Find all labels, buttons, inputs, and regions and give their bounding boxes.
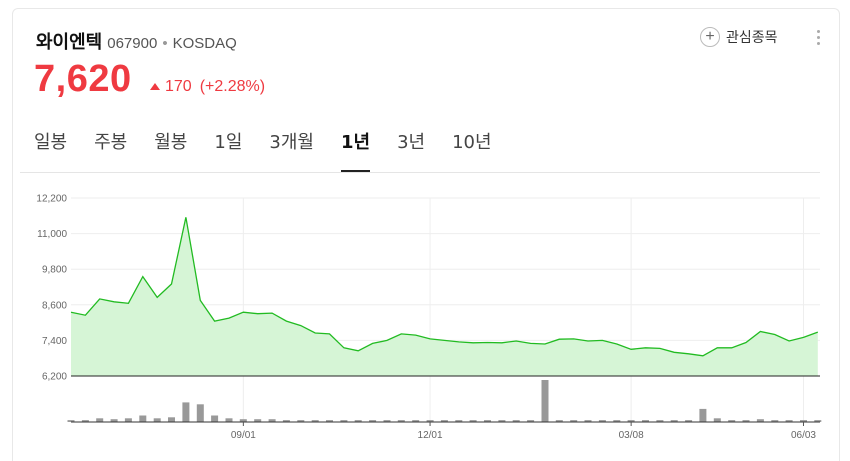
price-area [71, 217, 818, 376]
volume-bar [383, 420, 391, 422]
volume-bar [96, 418, 104, 422]
watchlist-label: 관심종목 [726, 30, 778, 46]
volume-bar [713, 418, 721, 422]
volume-bar [282, 420, 290, 422]
volume-bar [627, 420, 635, 422]
tab-3year[interactable]: 3년 [397, 132, 426, 153]
y-axis-labels: 12,200 11,000 9,800 8,600 7,400 6,200 [36, 194, 67, 383]
volume-bar [785, 420, 793, 422]
volume-bar [498, 420, 506, 422]
volume-bar [656, 420, 664, 422]
y-tick-label: 8,600 [42, 300, 67, 311]
x-tick-label: 06/03 [791, 430, 816, 441]
volume-bar [426, 420, 434, 422]
tab-monthly[interactable]: 월봉 [154, 132, 188, 153]
y-tick-label: 7,400 [42, 336, 67, 347]
volume-bar [455, 420, 463, 422]
y-tick-label: 9,800 [42, 265, 67, 276]
tab-1year[interactable]: 1년 [340, 128, 371, 172]
volume-bar [512, 420, 520, 422]
x-tick-label: 12/01 [418, 430, 443, 441]
x-tick-label: 03/08 [619, 430, 644, 441]
volume-bar [311, 420, 319, 422]
volume-bar [527, 420, 535, 422]
more-options-icon[interactable] [815, 30, 821, 48]
tab-3month[interactable]: 3개월 [269, 132, 314, 153]
volume-bar [340, 420, 348, 422]
volume-bar [613, 420, 621, 422]
market-name: KOSDAQ [172, 35, 237, 52]
volume-bar [81, 420, 89, 422]
volume-bar [254, 419, 262, 422]
x-axis-ticks: 09/01 12/01 03/08 06/03 [231, 422, 816, 441]
volume-bar [685, 420, 693, 422]
volume-bar [153, 418, 161, 422]
volume-bar [196, 404, 204, 422]
tab-weekly[interactable]: 주봉 [94, 132, 128, 153]
volume-bar [555, 420, 563, 422]
volume-bar [469, 420, 477, 422]
price-change: 170 (+2.28%) [150, 78, 265, 96]
volume-bar [139, 415, 147, 422]
volume-bar [268, 419, 276, 422]
volume-bar [484, 420, 491, 422]
volume-bar [728, 420, 736, 422]
period-tabs: 일봉 주봉 월봉 1일 3개월 1년 3년 10년 [34, 128, 519, 172]
volume-bar [814, 420, 822, 422]
volume-bar [541, 380, 549, 422]
volume-bar [182, 402, 190, 422]
change-amount: 170 [165, 78, 192, 95]
x-tick-label: 09/01 [231, 430, 256, 441]
tab-daily[interactable]: 일봉 [34, 132, 68, 153]
stock-name: 와이엔텍 [36, 32, 103, 53]
volume-bar [326, 420, 333, 422]
plus-circle-icon: + [700, 27, 720, 47]
volume-bar [354, 420, 362, 422]
volume-bar [742, 420, 750, 422]
volume-bar [369, 420, 377, 422]
tab-1day[interactable]: 1일 [214, 132, 243, 153]
volume-bar [67, 420, 75, 422]
volume-bar [297, 420, 305, 422]
volume-bar [800, 420, 807, 422]
tab-10year[interactable]: 10년 [452, 132, 492, 153]
volume-bar [124, 418, 132, 422]
y-tick-label: 12,200 [36, 194, 67, 205]
up-triangle-icon [150, 82, 160, 90]
volume-bar [584, 420, 592, 422]
volume-bar [225, 418, 233, 422]
volume-bar [168, 417, 175, 422]
volume-bar [440, 420, 448, 422]
volume-bar [670, 420, 678, 422]
volume-bar [771, 420, 779, 422]
volume-bar [412, 420, 420, 422]
price-line [70, 217, 819, 357]
volume-bar [699, 408, 707, 422]
tabs-divider [20, 172, 820, 173]
y-tick-label: 6,200 [42, 372, 67, 383]
volume-bar [110, 419, 118, 422]
volume-bar [642, 420, 649, 422]
y-tick-label: 11,000 [37, 229, 67, 240]
volume-bar [570, 420, 578, 422]
volume-bars [67, 380, 822, 422]
watchlist-button[interactable]: + 관심종목 [700, 27, 778, 47]
change-percent: (+2.28%) [199, 78, 266, 95]
separator-dot: • [162, 35, 168, 52]
volume-bar [756, 419, 764, 422]
volume-bar [239, 419, 247, 422]
stock-header: 와이엔텍 067900 • KOSDAQ [36, 28, 237, 53]
volume-bar [397, 420, 405, 422]
current-price: 7,620 [34, 58, 132, 100]
volume-bar [211, 415, 219, 422]
stock-code: 067900 [107, 35, 158, 52]
volume-bar [598, 420, 606, 422]
